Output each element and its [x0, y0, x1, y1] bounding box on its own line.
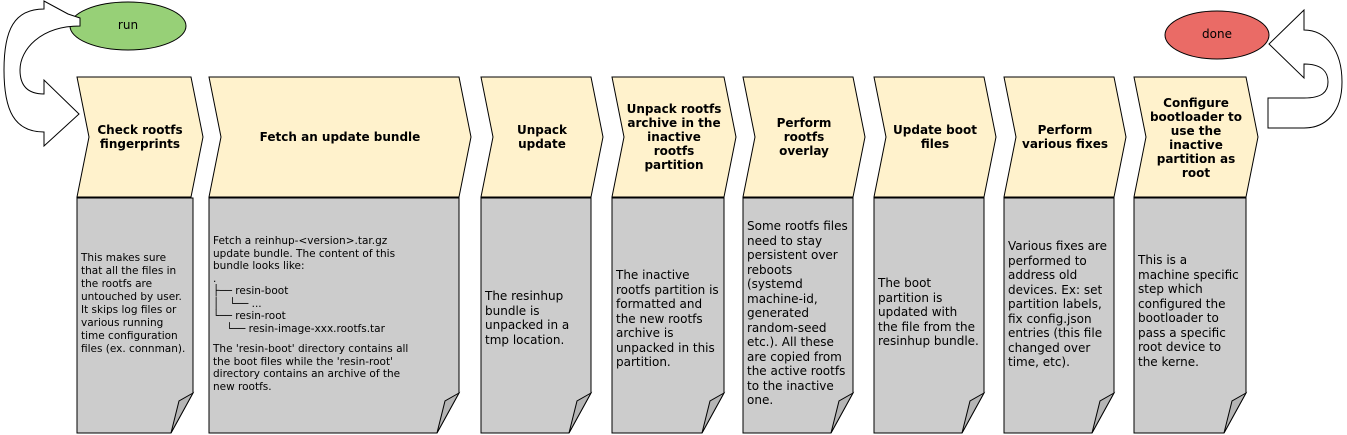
stage-1-note-fold — [170, 391, 195, 434]
note-line: The 'resin-boot' directory contains all — [213, 343, 409, 355]
note-line: ├── resin-boot — [213, 285, 289, 297]
stage-4-title: Unpack rootfs archive in the inactive ro… — [626, 102, 722, 172]
note-line: . — [213, 272, 217, 285]
stage-7-title: Perform various fixes — [1022, 123, 1108, 151]
stage-5-note: Some rootfs files need to stay persisten… — [747, 219, 848, 407]
stage-2-note: Fetch a reinhup-<version>.tar.gz update b… — [213, 235, 455, 393]
end-curved-arrow — [1267, 8, 1343, 129]
stage-3-shape — [480, 76, 604, 198]
note-line: new rootfs. — [213, 380, 272, 393]
note-line: │ └── ... — [213, 297, 262, 310]
stage-4-note: The inactive rootfs partition is formatt… — [616, 268, 719, 369]
stage-2-note-fold — [436, 391, 461, 434]
stage-7-note-fold — [1091, 391, 1116, 434]
stage-3-note-fold — [568, 391, 593, 434]
note-line: Fetch a reinhup-<version>.tar.gz — [213, 235, 388, 247]
start-label: run — [117, 18, 139, 32]
stage-6-title: Update boot files — [893, 123, 977, 151]
stage-6-note-fold — [961, 391, 986, 434]
stage-6-note: The boot partition is updated with the f… — [878, 276, 979, 348]
end-label: done — [1202, 27, 1232, 41]
start-group — [3, 0, 187, 148]
note-line: bundle looks like: — [213, 260, 305, 272]
note-line: directory contains an archive of the — [213, 368, 401, 380]
stage-2-title: Fetch an update bundle — [259, 130, 421, 144]
stage-7-note: Various fixes are performed to address o… — [1008, 239, 1108, 369]
stage-5-shape — [742, 76, 866, 198]
stage-8-title: Configure bootloader to use the inactive… — [1149, 96, 1243, 180]
start-curved-arrow — [3, 0, 81, 148]
stage-1-shape — [76, 76, 204, 198]
stage-7-shape — [1003, 76, 1127, 198]
note-line: the boot files while the 'resin-root' — [213, 355, 393, 368]
stage-1-note: This makes sure that all the files in th… — [81, 252, 186, 355]
note-line: └── resin-image-xxx.rootfs.tar — [213, 322, 385, 335]
stage-6-shape — [873, 76, 997, 198]
end-group — [1164, 8, 1343, 129]
stage-5-note-fold — [830, 391, 855, 434]
stage-5-title: Perform rootfs overlay — [776, 116, 832, 158]
stage-4-note-fold — [701, 391, 726, 434]
stage-8-shape — [1133, 76, 1259, 198]
stage-8-note: This is a machine specific step which co… — [1138, 253, 1239, 369]
stage-4-shape — [611, 76, 737, 198]
stage-8-note-fold — [1223, 391, 1248, 434]
note-line — [213, 335, 455, 343]
end-oval — [1164, 10, 1270, 60]
stage-2-shape — [208, 76, 472, 198]
stage-3-note: The resinhup bundle is unpacked in a tmp… — [485, 289, 570, 347]
note-line: update bundle. The content of this — [213, 247, 396, 260]
stage-3-title: Unpack update — [516, 123, 568, 151]
note-line: └── resin-root — [213, 310, 286, 322]
stage-1-title: Check rootfs fingerprints — [97, 123, 183, 151]
